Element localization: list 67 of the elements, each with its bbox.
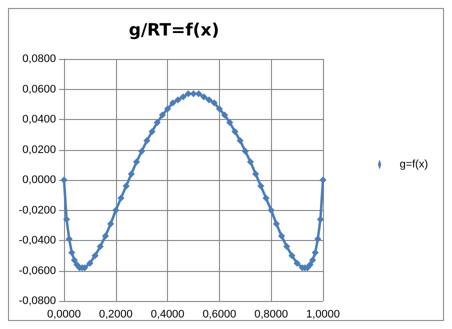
point	[283, 243, 290, 250]
point	[236, 137, 244, 144]
point	[309, 256, 316, 264]
point	[164, 105, 172, 112]
chart-title: g/RT=f(x)	[128, 20, 220, 40]
point	[180, 93, 187, 100]
point	[174, 96, 182, 104]
point	[272, 220, 280, 228]
x-tick-label: 0,0000	[47, 308, 81, 320]
legend-label: g=f(x)	[400, 158, 428, 170]
point	[288, 252, 296, 260]
y-tick-label: 0,0000	[22, 174, 56, 186]
point	[316, 216, 324, 223]
y-tick-label: -0,0400	[18, 234, 56, 246]
point	[314, 235, 322, 242]
point	[190, 90, 197, 98]
y-tick-label: -0,0200	[18, 204, 56, 216]
point	[268, 206, 275, 214]
point	[133, 158, 140, 166]
x-tick-label: 0,6000	[202, 308, 236, 320]
point	[66, 235, 73, 242]
point	[112, 206, 120, 214]
x-tick-label: 0,8000	[254, 308, 288, 320]
point	[216, 105, 223, 112]
point	[128, 170, 135, 178]
point	[257, 182, 264, 190]
y-tick-label: 0,0800	[22, 53, 56, 65]
point	[158, 111, 166, 118]
x-tick-label: 0,4000	[150, 308, 184, 320]
point	[312, 249, 319, 256]
point	[246, 158, 254, 166]
point	[60, 176, 68, 184]
point	[122, 182, 130, 190]
point	[102, 232, 109, 240]
point	[206, 96, 213, 104]
point	[117, 194, 124, 202]
point	[86, 260, 94, 267]
point	[96, 243, 104, 250]
point	[63, 216, 70, 223]
point	[148, 128, 156, 136]
point	[306, 261, 314, 268]
point	[138, 148, 146, 155]
point	[143, 137, 150, 144]
point	[320, 176, 326, 184]
y-tick-label: -0,0800	[18, 295, 56, 307]
point	[252, 170, 260, 178]
point	[278, 232, 286, 240]
point	[221, 111, 228, 118]
y-tick-label: 0,0400	[22, 114, 56, 126]
point	[294, 260, 301, 267]
point	[92, 252, 99, 260]
point	[242, 148, 249, 155]
point	[68, 249, 76, 256]
point	[200, 93, 208, 100]
x-tick-label: 0,2000	[98, 308, 133, 320]
point	[107, 220, 114, 228]
x-tick-label: 1,0000	[306, 308, 340, 320]
y-tick-label: -0,0600	[18, 264, 56, 277]
point	[262, 194, 270, 202]
y-tick-label: 0,0200	[22, 144, 56, 156]
point	[231, 128, 238, 136]
point	[70, 256, 78, 264]
y-tick-label: 0,0600	[22, 83, 56, 96]
point	[154, 119, 161, 126]
point	[210, 99, 218, 106]
point	[226, 119, 234, 126]
point	[169, 99, 176, 106]
